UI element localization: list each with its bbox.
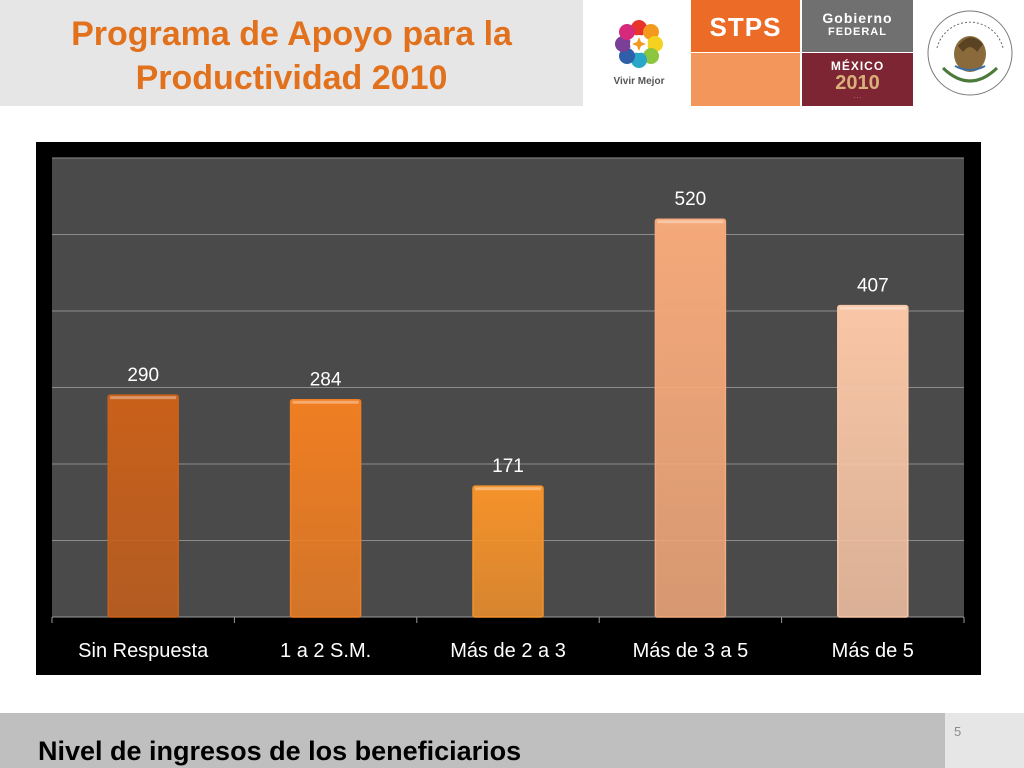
x-tick-label: Más de 2 a 3 <box>450 640 566 662</box>
page-number-band <box>945 713 1024 768</box>
bar <box>654 218 727 618</box>
x-axis-band <box>36 617 981 675</box>
bar-highlight <box>657 220 724 224</box>
data-label: 407 <box>857 276 889 297</box>
bar <box>837 304 909 618</box>
bar <box>107 394 179 618</box>
bar-highlight <box>839 306 906 310</box>
slide-subtitle: Nivel de ingresos de los beneficiarios <box>38 736 522 766</box>
data-label: 284 <box>310 370 342 391</box>
bar-highlight <box>475 487 541 491</box>
bar-chart-svg: 290 Sin Respuesta 284 1 a 2 S.M. 171 Más de 2… <box>36 157 981 675</box>
data-label: 171 <box>492 456 524 477</box>
mexico-2010-panel: MÉXICO 2010 · · · <box>802 53 913 106</box>
data-label: 290 <box>127 365 159 386</box>
title-band <box>0 0 583 106</box>
x-tick-label: 1 a 2 S.M. <box>280 640 371 662</box>
data-label: 520 <box>675 189 707 210</box>
page-title-line1: Programa de Apoyo para la <box>71 15 512 53</box>
vivir-mejor-logo: Vivir Mejor <box>596 10 682 96</box>
stps-lower-panel <box>691 53 800 106</box>
bicentenario-text: · · · <box>853 95 862 101</box>
vivir-mejor-text: Vivir Mejor <box>613 76 665 87</box>
bar <box>472 485 544 618</box>
bar-highlight <box>292 400 359 404</box>
page-title: Programa de Apoyo para la Productividad … <box>0 12 583 100</box>
page-title-line2: Productividad 2010 <box>135 59 448 97</box>
mexico-text: MÉXICO <box>830 59 885 73</box>
national-seal-icon <box>927 10 1013 96</box>
footer-band <box>0 713 945 768</box>
page-number: 5 <box>954 724 962 739</box>
stps-logo: STPS <box>691 0 800 106</box>
federal-text: FEDERAL <box>828 26 887 38</box>
flower-icon <box>615 20 663 68</box>
stps-text: STPS <box>691 0 800 52</box>
x-tick-label: Sin Respuesta <box>78 640 209 662</box>
gobierno-text: Gobierno <box>822 10 893 26</box>
bar-highlight <box>110 396 177 400</box>
x-tick-label: Más de 5 <box>832 640 914 662</box>
gobierno-federal-logo: Gobierno FEDERAL MÉXICO 2010 · · · <box>802 0 913 106</box>
bar <box>289 398 362 618</box>
x-tick-label: Más de 3 a 5 <box>633 640 749 662</box>
gobierno-federal-panel: Gobierno FEDERAL <box>802 0 913 52</box>
bar-chart: 290 Sin Respuesta 284 1 a 2 S.M. 171 Más de 2… <box>36 142 981 675</box>
year-2010-text: 2010 <box>835 72 880 94</box>
